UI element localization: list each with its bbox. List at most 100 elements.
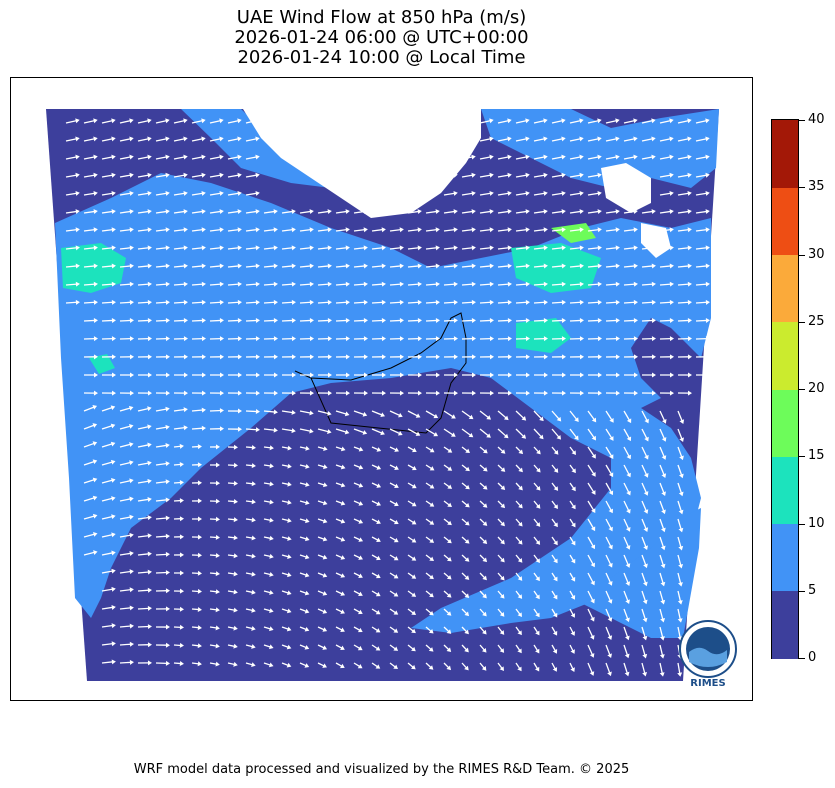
wind-arrow-head [233, 607, 238, 613]
wind-arrow-head [471, 245, 476, 251]
wind-arrow [497, 192, 509, 196]
wind-arrow [569, 446, 575, 454]
wind-arrow-head [489, 172, 494, 178]
wind-arrow-head [111, 336, 116, 342]
wind-arrow [569, 662, 574, 670]
wind-arrow-head [705, 372, 710, 378]
wind-arrow [119, 210, 131, 214]
wind-arrow [425, 247, 438, 250]
wind-arrow [443, 319, 456, 322]
wind-arrow-head [179, 516, 184, 522]
wind-arrow-head [615, 318, 620, 323]
wind-arrow-head [435, 209, 440, 215]
wind-arrow [119, 247, 132, 250]
wind-arrow [389, 319, 402, 322]
wind-arrow-head [179, 498, 184, 504]
wind-arrow [587, 464, 595, 475]
wind-arrow [641, 464, 648, 476]
wind-arrow-head [219, 209, 224, 215]
wind-arrow-head [651, 281, 656, 287]
wind-arrow-head [525, 190, 530, 196]
wind-arrow [443, 590, 450, 597]
wind-arrow [641, 518, 647, 530]
wind-arrow-head [304, 554, 310, 560]
wind-arrow-head [669, 263, 674, 269]
wind-arrow-head [482, 485, 488, 490]
wind-arrow [605, 644, 611, 656]
wind-arrow [119, 156, 131, 160]
wind-arrow [173, 445, 182, 448]
wind-arrow [101, 138, 113, 142]
wind-arrow-head [517, 612, 522, 618]
wind-arrow-head [552, 667, 558, 672]
wind-arrow-head [381, 263, 386, 269]
wind-arrow [605, 608, 611, 620]
wind-arrow [641, 608, 646, 620]
wind-arrow-head [687, 118, 692, 124]
wind-arrow-head [183, 425, 188, 431]
wind-arrow [425, 644, 432, 651]
wind-arrow [695, 301, 708, 304]
wind-arrow [461, 644, 468, 651]
colorbar-tick-label: 20 [808, 381, 825, 396]
wind-arrow-head [197, 498, 202, 504]
wind-arrow-head [608, 562, 613, 568]
wind-arrow [371, 446, 379, 451]
wind-arrow-head [93, 372, 98, 378]
wind-arrow [443, 572, 450, 579]
wind-arrow-head [607, 635, 613, 640]
wind-arrow-head [363, 299, 368, 305]
wind-arrow-head [411, 610, 416, 616]
wind-arrow-head [381, 390, 386, 396]
wind-arrow-head [197, 570, 202, 576]
wind-arrow-head [165, 497, 170, 503]
wind-arrow [173, 481, 182, 484]
wind-arrow-head [129, 281, 134, 287]
wind-arrow-head [201, 245, 206, 251]
wind-arrow [461, 283, 474, 286]
wind-arrow [677, 572, 682, 584]
wind-arrow-head [465, 466, 470, 472]
wind-arrow-head [251, 662, 256, 668]
wind-arrow-head [273, 227, 278, 233]
wind-arrow-head [552, 630, 558, 636]
wind-arrow [245, 500, 254, 503]
wind-arrow-head [340, 663, 345, 669]
wind-arrow-head [183, 354, 188, 360]
wind-arrow [515, 174, 527, 178]
wind-arrow [101, 534, 113, 538]
wind-arrow [389, 500, 397, 505]
wind-arrow [119, 265, 132, 268]
wind-arrow-head [453, 227, 458, 233]
wind-arrow [137, 535, 149, 538]
wind-arrow [299, 518, 307, 522]
wind-arrow [515, 210, 527, 214]
wind-arrow [83, 174, 95, 178]
wind-arrow [389, 428, 401, 435]
wind-arrow [425, 265, 438, 268]
wind-arrow-head [129, 550, 134, 556]
wind-arrow-head [340, 464, 346, 470]
wind-arrow-head [499, 648, 505, 653]
wind-arrow-head [687, 190, 692, 196]
credit-footer: WRF model data processed and visualized … [133, 762, 630, 777]
wind-arrow-head [269, 571, 274, 577]
wind-arrow-head [429, 574, 434, 580]
wind-arrow-head [399, 209, 404, 215]
wind-arrow [659, 156, 671, 160]
wind-arrow-head [219, 408, 224, 414]
wind-arrow-head [525, 209, 530, 215]
wind-arrow [137, 516, 149, 520]
wind-arrow-head [93, 227, 98, 233]
wind-arrow-head [507, 372, 512, 378]
wind-arrow [515, 608, 521, 616]
wind-arrow-head [429, 520, 435, 525]
wind-arrow [389, 608, 397, 614]
masked-terrain-northeast [601, 163, 651, 213]
wind-arrow [209, 228, 221, 232]
wind-arrow-head [183, 136, 188, 142]
wind-arrow [623, 156, 635, 160]
wind-arrow [587, 572, 594, 584]
wind-arrow-head [345, 263, 350, 269]
wind-arrow-head [543, 227, 548, 233]
